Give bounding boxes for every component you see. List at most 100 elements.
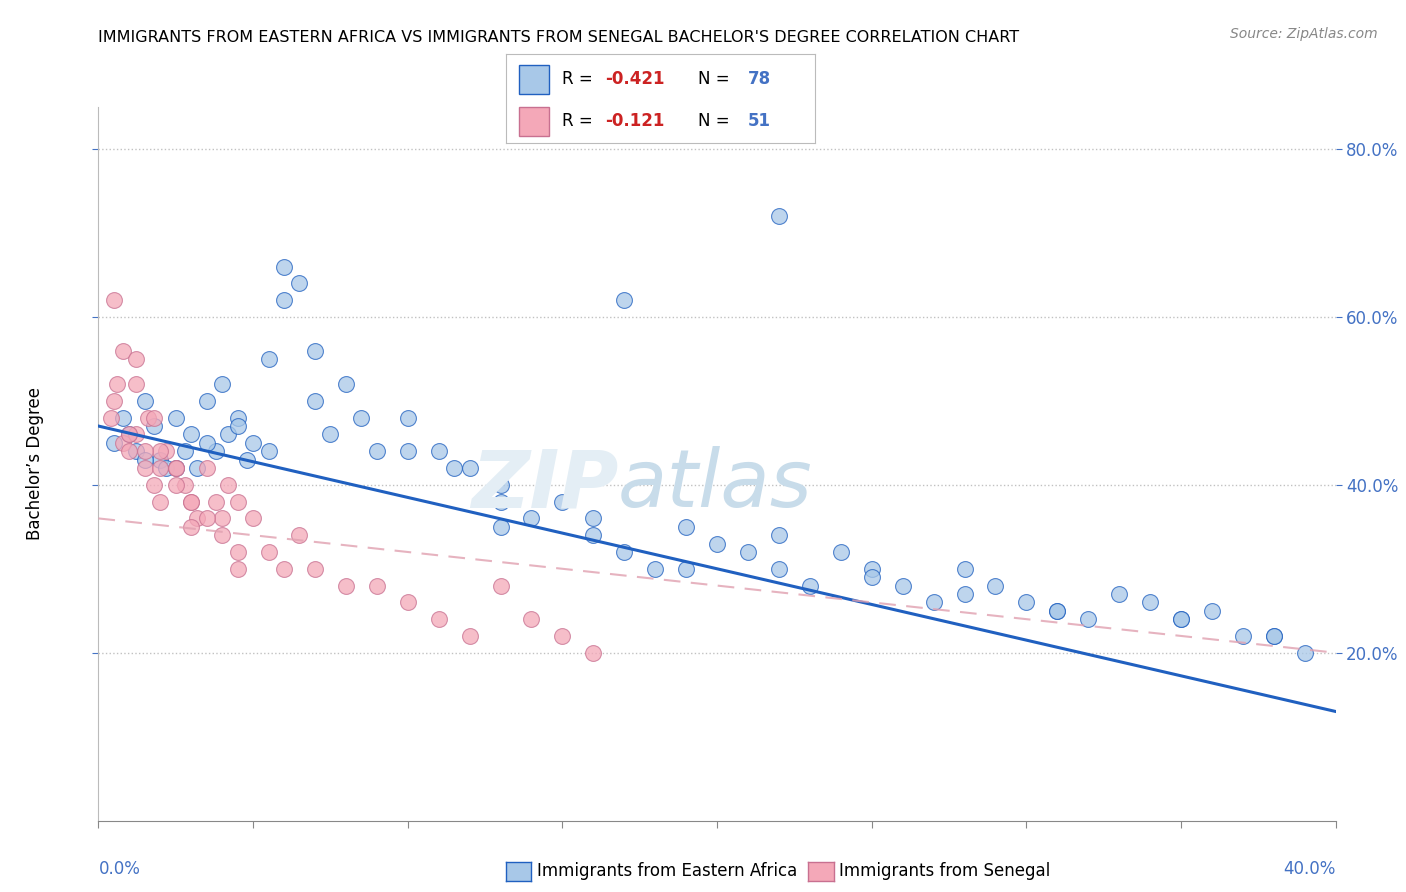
Point [165,410,187,425]
Point [143,419,166,434]
Point [1046,604,1069,618]
Point [273,260,295,274]
Point [891,578,914,592]
Point [211,377,233,392]
Point [186,461,208,475]
Point [799,578,821,592]
Point [304,343,326,358]
Point [124,351,146,366]
Point [100,410,122,425]
Point [205,444,228,458]
Point [366,578,388,592]
Point [155,461,177,475]
Point [226,419,249,434]
Point [520,511,543,525]
Point [180,427,202,442]
Point [1139,595,1161,609]
Point [226,494,249,508]
Point [103,293,125,307]
Point [103,435,125,450]
Point [706,536,728,550]
Point [675,520,697,534]
Point [1015,595,1038,609]
Point [180,520,202,534]
Point [242,435,264,450]
Text: Immigrants from Senegal: Immigrants from Senegal [839,863,1050,880]
Text: N =: N = [697,70,735,88]
Point [217,478,239,492]
Point [582,528,605,542]
Point [1201,604,1223,618]
Point [165,478,187,492]
Point [953,587,976,601]
Text: IMMIGRANTS FROM EASTERN AFRICA VS IMMIGRANTS FROM SENEGAL BACHELOR'S DEGREE CORR: IMMIGRANTS FROM EASTERN AFRICA VS IMMIGR… [98,29,1019,45]
Point [613,545,636,559]
Point [335,377,357,392]
Point [458,629,481,643]
Point [195,511,218,525]
Text: -0.121: -0.121 [605,112,665,130]
Point [273,293,295,307]
Text: Source: ZipAtlas.com: Source: ZipAtlas.com [1230,27,1378,41]
Point [143,410,166,425]
Text: R =: R = [562,112,598,130]
Point [257,545,280,559]
Point [953,562,976,576]
Point [205,494,228,508]
Point [174,478,197,492]
Point [1170,612,1192,626]
Point [984,578,1007,592]
Point [304,393,326,408]
Point [118,427,141,442]
Point [489,520,512,534]
Point [242,511,264,525]
Point [105,377,128,392]
Point [136,410,159,425]
Point [118,427,141,442]
Point [1046,604,1069,618]
Point [226,410,249,425]
Point [124,427,146,442]
Point [1263,629,1285,643]
Text: atlas: atlas [619,446,813,524]
Point [1077,612,1099,626]
Point [195,461,218,475]
Text: ZIP: ZIP [471,446,619,524]
FancyBboxPatch shape [519,65,550,94]
Text: -0.421: -0.421 [605,70,665,88]
Point [427,612,450,626]
Point [273,562,295,576]
Point [288,528,311,542]
Point [226,545,249,559]
Point [134,452,156,467]
Point [165,461,187,475]
Point [186,511,208,525]
Point [1294,646,1316,660]
Point [613,293,636,307]
Point [489,578,512,592]
Point [134,461,156,475]
FancyBboxPatch shape [519,107,550,136]
Point [112,410,135,425]
Point [143,478,166,492]
Point [134,444,156,458]
Point [1263,629,1285,643]
Point [217,427,239,442]
Point [427,444,450,458]
Point [304,562,326,576]
Point [288,277,311,291]
Point [644,562,666,576]
Point [458,461,481,475]
Point [257,351,280,366]
Point [124,377,146,392]
Point [582,646,605,660]
Point [124,444,146,458]
Point [768,562,790,576]
Point [366,444,388,458]
Point [112,435,135,450]
Text: 40.0%: 40.0% [1284,860,1336,878]
Point [174,444,197,458]
Point [149,452,172,467]
Point [112,343,135,358]
Text: R =: R = [562,70,598,88]
